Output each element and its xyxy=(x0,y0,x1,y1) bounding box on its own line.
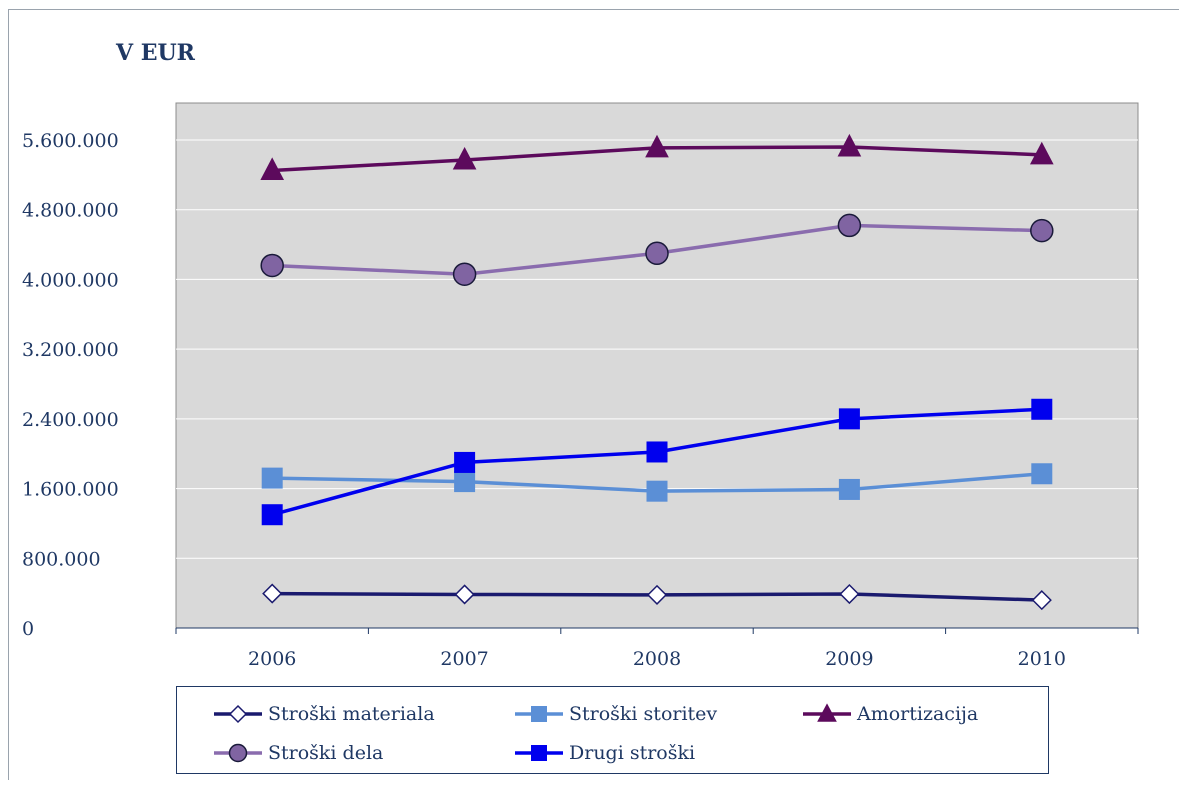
legend-marker xyxy=(531,706,547,722)
data-point xyxy=(645,241,669,266)
legend-swatch xyxy=(803,703,851,722)
data-point xyxy=(454,471,476,493)
y-tick-label: 4.800.000 xyxy=(22,200,119,222)
plot-area xyxy=(175,102,1139,629)
y-tick-label: 5.600.000 xyxy=(22,130,119,152)
legend-label: Drugi stroški xyxy=(569,742,696,764)
data-point xyxy=(645,134,669,158)
legend-label: Stroški materiala xyxy=(268,703,435,725)
data-point xyxy=(454,584,475,605)
data-point xyxy=(1029,141,1054,165)
series-0 xyxy=(262,583,1052,611)
legend-swatch xyxy=(515,745,563,761)
chart-frame xyxy=(8,9,1179,780)
y-tick-label: 1.600.000 xyxy=(22,479,119,501)
data-point xyxy=(262,583,283,604)
y-tick-label: 4.000.000 xyxy=(22,269,119,291)
y-tick-label: 2.400.000 xyxy=(22,409,119,431)
data-point xyxy=(1031,398,1053,420)
legend-swatch xyxy=(214,743,262,763)
x-tick-label: 2009 xyxy=(825,648,873,670)
legend-label: Stroški dela xyxy=(268,742,384,764)
unit-label: V EUR xyxy=(116,40,195,66)
legend-marker xyxy=(228,743,248,763)
data-point xyxy=(646,480,668,502)
legend-item: Stroški materiala xyxy=(212,700,435,728)
series-3 xyxy=(260,213,1054,286)
legend-marker xyxy=(228,704,248,724)
legend-swatch xyxy=(515,706,563,722)
x-tick-label: 2010 xyxy=(1018,648,1066,670)
legend-label: Amortizacija xyxy=(857,703,979,725)
data-point xyxy=(838,478,860,500)
legend-swatch xyxy=(214,704,262,724)
data-point xyxy=(261,504,283,526)
y-tick-label: 800.000 xyxy=(22,548,101,570)
data-point xyxy=(1031,590,1052,611)
data-point xyxy=(454,451,476,473)
data-point xyxy=(261,467,283,489)
x-tick-label: 2007 xyxy=(440,648,488,670)
data-point xyxy=(646,441,668,463)
x-tick-label: 2008 xyxy=(633,648,681,670)
legend-marker xyxy=(817,703,837,722)
legend-label: Stroški storitev xyxy=(569,703,718,725)
data-point xyxy=(260,253,284,278)
legend-marker xyxy=(531,745,547,761)
y-tick-label: 3.200.000 xyxy=(22,339,119,361)
data-point xyxy=(837,133,862,157)
data-point xyxy=(452,262,477,286)
data-point xyxy=(837,213,862,238)
series-2 xyxy=(260,133,1054,180)
legend-item: Stroški dela xyxy=(212,739,383,767)
legend: Stroški materiala Stroški storitev Amortiz… xyxy=(176,686,1049,774)
y-tick-label: 0 xyxy=(22,618,34,640)
data-point xyxy=(838,408,860,430)
data-point xyxy=(452,146,477,170)
data-point xyxy=(839,583,860,605)
data-point xyxy=(1030,218,1054,243)
series-4 xyxy=(261,398,1053,526)
data-point xyxy=(1031,463,1053,485)
legend-item: Stroški storitev xyxy=(513,700,717,728)
legend-item: Drugi stroški xyxy=(513,739,695,767)
x-tick-label: 2006 xyxy=(248,648,296,670)
data-point xyxy=(646,584,668,605)
legend-item: Amortizacija xyxy=(801,700,978,728)
data-point xyxy=(260,157,285,180)
